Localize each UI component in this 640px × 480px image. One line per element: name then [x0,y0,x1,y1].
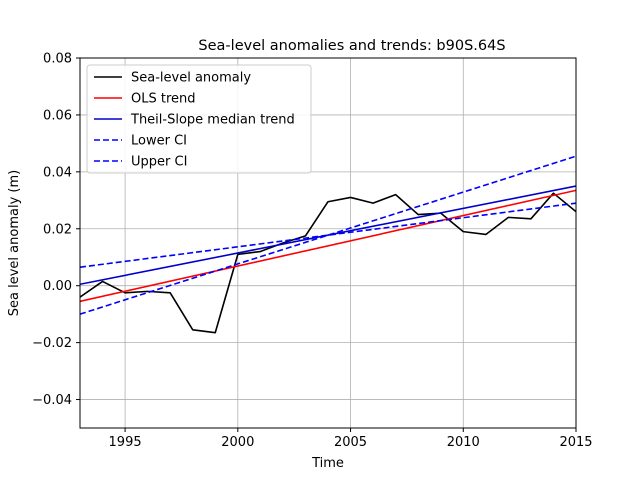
legend-entry-label: Theil-Slope median trend [130,113,295,128]
x-tick-label: 2005 [334,435,367,450]
y-axis-label: Sea level anomaly (m) [7,170,22,316]
series-line-theil-slope-median-trend [80,185,576,286]
legend: Sea-level anomaly OLS trend Theil-Slope me… [86,64,312,174]
y-tick-label: 0.06 [43,108,72,123]
y-tick-label: −0.04 [32,393,72,408]
y-tick-label: 0.08 [43,52,72,67]
legend-entry-label: OLS trend [131,92,196,107]
x-tick-label: 1995 [109,435,142,450]
legend-box [86,64,312,174]
x-tick-label: 2010 [447,435,480,450]
legend-entry-label: Sea-level anomaly [131,71,251,86]
chart-title: Sea-level anomalies and trends: b90S.64S [198,38,505,54]
plot-frame [79,57,577,429]
legend-entry-label: Lower CI [131,134,187,149]
y-tick-label: −0.02 [32,336,72,351]
y-tick-label: 0.00 [43,279,72,294]
series-line-sea-level-anomaly [80,192,576,334]
series-line-upper-ci [80,155,576,315]
x-tick-label: 2015 [559,435,592,450]
series-layer [80,155,576,334]
series-line-ols-trend [80,189,576,303]
x-tick-label: 2000 [221,435,254,450]
series-line-lower-ci [80,202,576,268]
axis-ticks: 1995 2000 2005 2010 2015 −0.04 −0.02 0.00 0.02 0.… [32,52,592,451]
y-tick-label: 0.04 [43,165,72,180]
y-tick-label: 0.02 [43,222,72,237]
legend-entry-label: Upper CI [131,155,187,170]
x-axis-label: Time [311,456,344,471]
